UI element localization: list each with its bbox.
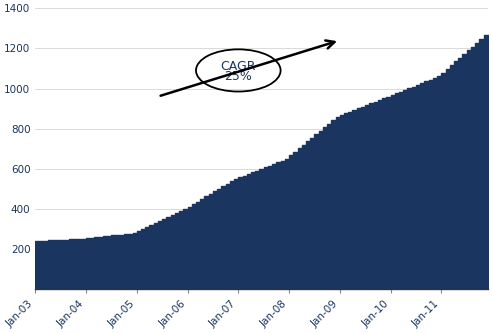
Text: CAGR: CAGR (220, 60, 256, 73)
Text: 25%: 25% (224, 70, 252, 83)
